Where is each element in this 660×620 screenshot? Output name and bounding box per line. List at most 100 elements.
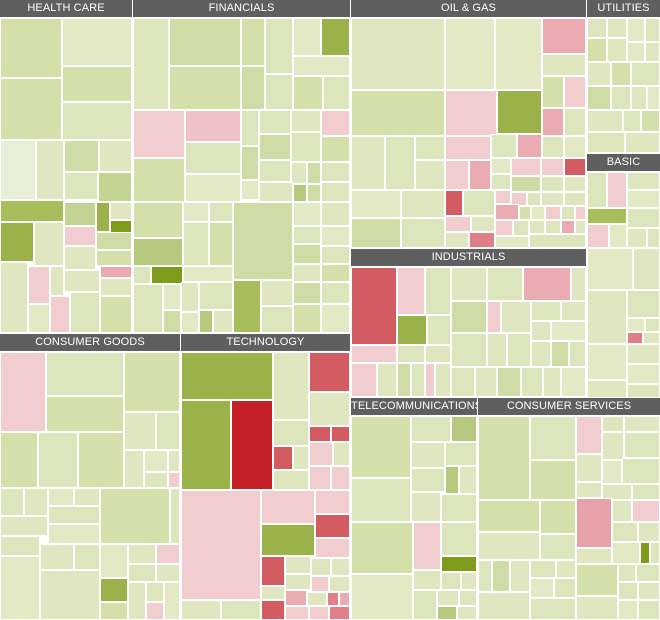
stock-tile[interactable] — [273, 446, 293, 470]
stock-tile[interactable] — [321, 226, 350, 246]
sector-header-consumer-services[interactable]: CONSUMER SERVICES — [478, 398, 660, 415]
stock-tile[interactable] — [293, 264, 321, 282]
stock-tile[interactable] — [273, 420, 309, 446]
stock-tile[interactable] — [100, 296, 132, 333]
stock-tile[interactable] — [261, 600, 285, 620]
stock-tile[interactable] — [445, 216, 471, 232]
stock-tile[interactable] — [445, 442, 477, 466]
stock-tile[interactable] — [511, 176, 541, 192]
stock-tile[interactable] — [311, 558, 331, 576]
stock-tile[interactable] — [517, 134, 542, 158]
stock-tile[interactable] — [327, 592, 339, 606]
stock-tile[interactable] — [321, 246, 350, 264]
stock-tile[interactable] — [259, 110, 291, 134]
stock-tile[interactable] — [531, 301, 561, 321]
stock-tile[interactable] — [551, 321, 586, 341]
stock-tile[interactable] — [74, 544, 100, 570]
stock-tile[interactable] — [62, 18, 132, 66]
stock-tile[interactable] — [24, 488, 48, 516]
stock-tile[interactable] — [62, 66, 132, 102]
stock-tile[interactable] — [293, 202, 321, 226]
stock-tile[interactable] — [551, 341, 569, 367]
stock-tile[interactable] — [631, 86, 647, 110]
stock-tile[interactable] — [169, 18, 241, 66]
stock-tile[interactable] — [607, 38, 627, 62]
stock-tile[interactable] — [607, 18, 627, 38]
stock-tile[interactable] — [587, 110, 623, 132]
stock-tile[interactable] — [587, 172, 607, 208]
stock-tile[interactable] — [183, 222, 209, 266]
stock-tile[interactable] — [587, 380, 627, 398]
stock-tile[interactable] — [307, 592, 327, 606]
sector-header-technology[interactable]: TECHNOLOGY — [181, 334, 350, 351]
stock-tile[interactable] — [641, 110, 660, 132]
stock-tile[interactable] — [576, 596, 618, 620]
stock-tile[interactable] — [445, 90, 497, 136]
stock-tile[interactable] — [351, 345, 397, 363]
stock-tile[interactable] — [0, 536, 40, 556]
stock-tile[interactable] — [100, 266, 132, 278]
stock-tile[interactable] — [293, 304, 321, 333]
stock-tile[interactable] — [542, 108, 564, 136]
stock-tile[interactable] — [647, 86, 660, 110]
stock-tile[interactable] — [221, 600, 261, 620]
stock-tile[interactable] — [64, 172, 98, 200]
stock-tile[interactable] — [133, 238, 183, 266]
sector-header-oil-gas[interactable]: OIL & GAS — [351, 0, 586, 17]
stock-tile[interactable] — [40, 570, 100, 620]
stock-tile[interactable] — [309, 442, 333, 466]
stock-tile[interactable] — [209, 202, 233, 222]
stock-tile[interactable] — [0, 78, 62, 140]
stock-tile[interactable] — [133, 202, 183, 238]
stock-tile[interactable] — [401, 218, 445, 248]
stock-tile[interactable] — [34, 222, 64, 266]
stock-tile[interactable] — [478, 532, 540, 560]
stock-tile[interactable] — [627, 18, 645, 42]
stock-tile[interactable] — [28, 266, 50, 304]
stock-tile[interactable] — [627, 290, 660, 318]
stock-tile[interactable] — [569, 341, 586, 367]
stock-tile[interactable] — [645, 18, 660, 42]
stock-tile[interactable] — [427, 315, 451, 345]
stock-tile[interactable] — [469, 160, 491, 190]
stock-tile[interactable] — [425, 267, 451, 315]
stock-tile[interactable] — [564, 76, 586, 108]
stock-tile[interactable] — [231, 400, 273, 490]
stock-tile[interactable] — [185, 142, 241, 174]
stock-tile[interactable] — [321, 136, 350, 162]
stock-tile[interactable] — [133, 110, 185, 158]
stock-tile[interactable] — [542, 18, 586, 54]
stock-tile[interactable] — [413, 590, 437, 620]
stock-tile[interactable] — [445, 190, 463, 216]
stock-tile[interactable] — [556, 560, 576, 578]
stock-tile[interactable] — [265, 18, 293, 74]
stock-tile[interactable] — [291, 110, 321, 132]
stock-tile[interactable] — [607, 172, 627, 208]
stock-tile[interactable] — [293, 18, 321, 56]
stock-tile[interactable] — [323, 76, 350, 110]
stock-tile[interactable] — [602, 432, 624, 460]
stock-tile[interactable] — [457, 606, 477, 620]
stock-tile[interactable] — [511, 158, 541, 176]
stock-tile[interactable] — [441, 494, 477, 522]
stock-tile[interactable] — [587, 224, 609, 248]
stock-tile[interactable] — [501, 301, 531, 333]
stock-tile[interactable] — [411, 468, 445, 492]
stock-tile[interactable] — [542, 76, 564, 108]
stock-tile[interactable] — [647, 228, 660, 248]
stock-tile[interactable] — [612, 500, 632, 522]
stock-tile[interactable] — [612, 522, 638, 542]
stock-tile[interactable] — [0, 140, 36, 200]
stock-tile[interactable] — [451, 267, 487, 301]
stock-tile[interactable] — [293, 56, 350, 76]
stock-tile[interactable] — [531, 206, 545, 220]
stock-tile[interactable] — [64, 226, 96, 246]
stock-tile[interactable] — [564, 158, 586, 176]
stock-tile[interactable] — [491, 134, 517, 158]
stock-tile[interactable] — [530, 416, 576, 460]
stock-tile[interactable] — [241, 180, 259, 200]
stock-tile[interactable] — [321, 282, 350, 304]
stock-tile[interactable] — [602, 416, 624, 432]
stock-tile[interactable] — [163, 284, 181, 310]
stock-tile[interactable] — [611, 62, 631, 86]
